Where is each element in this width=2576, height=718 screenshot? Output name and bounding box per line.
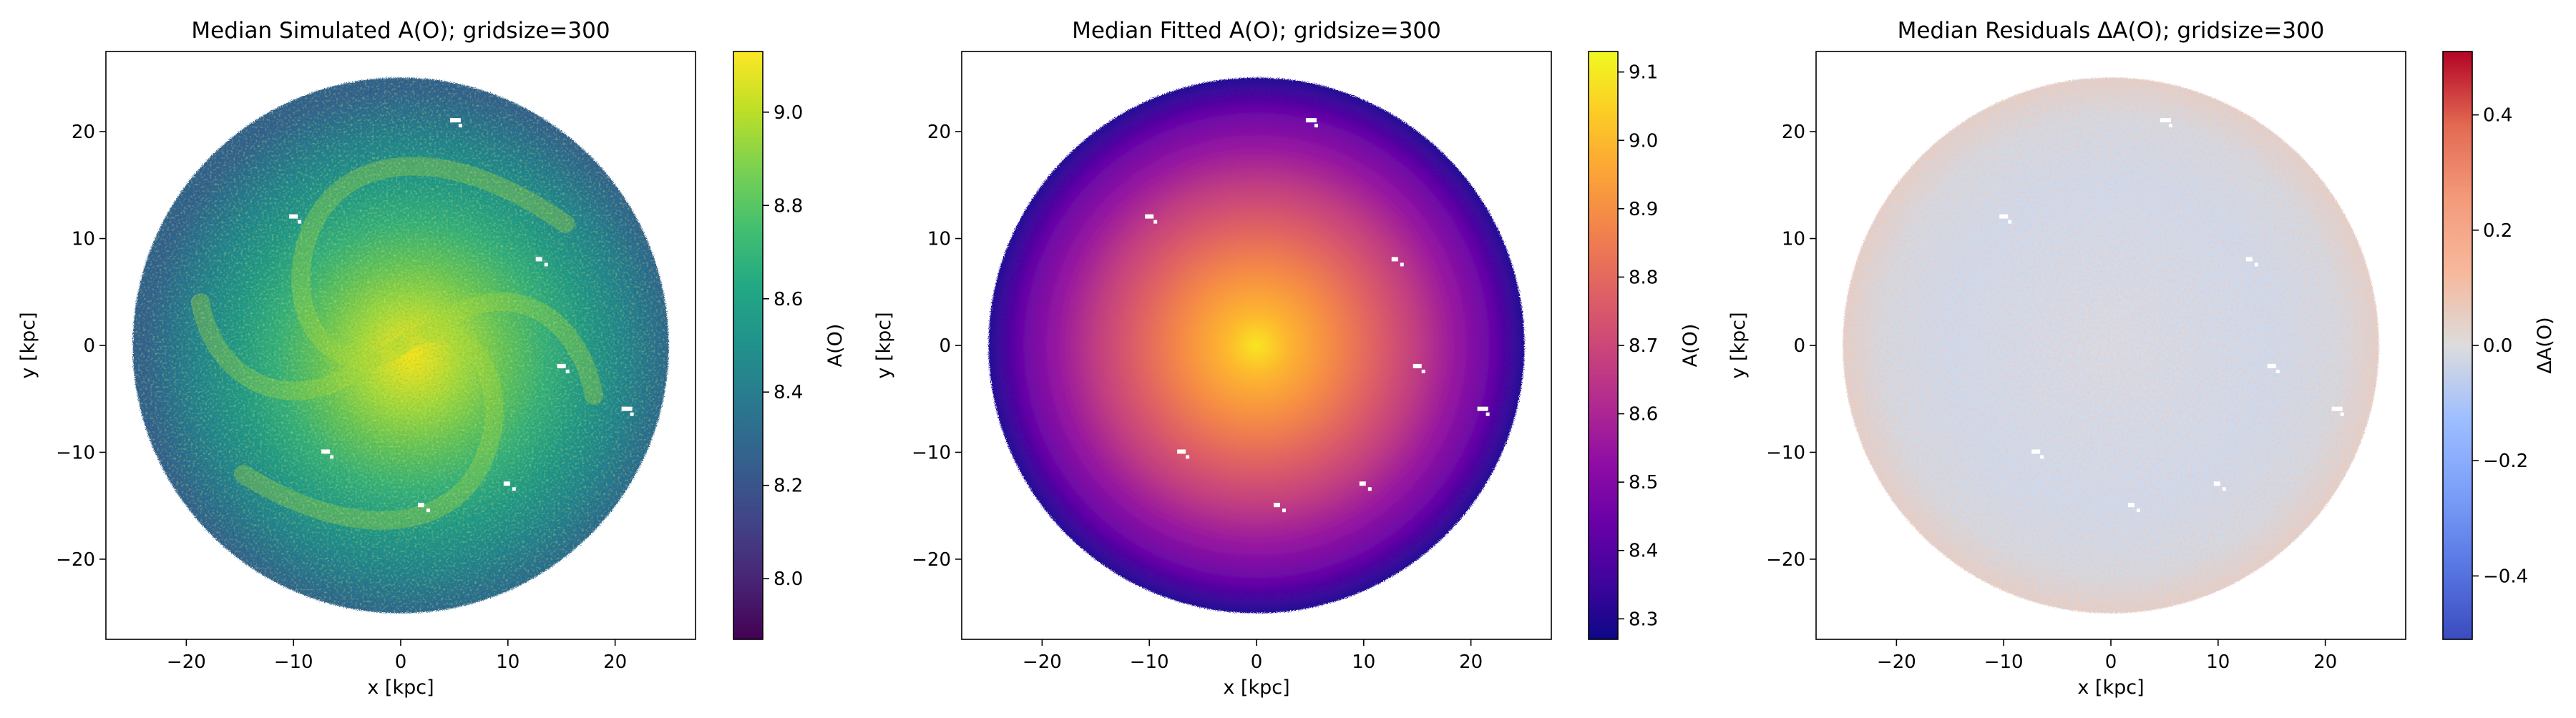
panel-3: −20 −10 0 10 20 −20 −10 0 10 20 Median Residuals Δ… (1727, 18, 2556, 699)
colorbar-tick-label: 8.6 (1629, 404, 1658, 426)
colorbar: −0.4 −0.2 0.0 0.2 0.4 ΔA(O) (2442, 51, 2556, 640)
colorbar-gradient (2442, 51, 2473, 640)
colorbar-tick-label: 8.4 (1629, 541, 1658, 562)
empty-bins (1999, 118, 2344, 513)
colorbar-tick-label: 8.9 (1629, 199, 1658, 220)
colorbar-tick-label: 8.8 (1629, 267, 1658, 288)
x-tick-label: 0 (1251, 651, 1263, 673)
y-axis-label: y [kpc] (873, 312, 895, 378)
colorbar-tick-label: 8.4 (774, 382, 803, 403)
x-tick-label: 0 (2105, 651, 2117, 673)
colorbar-tick-label: −0.2 (2483, 451, 2528, 472)
panel-2: −20 −10 0 10 20 −20 −10 0 10 20 Median Fitted A(O)… (873, 18, 1702, 699)
y-axis-label: y [kpc] (1727, 312, 1750, 378)
empty-bins (1145, 118, 1490, 513)
heatmap-disk (132, 77, 669, 614)
x-tick-label: −20 (1023, 651, 1062, 673)
colorbar-tick-label: 0.4 (2483, 105, 2512, 127)
colorbar-tick-label: 0.0 (2483, 335, 2512, 357)
spiral-structure (132, 77, 669, 614)
x-axis-label: x [kpc] (367, 677, 434, 699)
y-tick-label: 10 (927, 229, 951, 250)
y-tick-label: −20 (56, 549, 95, 571)
x-tick-label: 20 (2313, 651, 2337, 673)
colorbar-gradient (1588, 51, 1619, 640)
colorbar-tick-label: 9.1 (1629, 62, 1658, 84)
x-tick-label: 20 (603, 651, 627, 673)
heatmap-fill (988, 77, 1525, 614)
colorbar: 8.3 8.4 8.5 8.6 8.7 8.8 8.9 9.0 9.1 A(O) (1588, 51, 1702, 640)
x-tick-label: −10 (274, 651, 313, 673)
colorbar-tick-label: 8.5 (1629, 472, 1658, 493)
colorbar: 8.0 8.2 8.4 8.6 8.8 9.0 A(O) (733, 51, 847, 640)
y-tick-label: 10 (72, 229, 95, 250)
colorbar-gradient (733, 51, 763, 640)
colorbar-tick-label: −0.4 (2483, 566, 2528, 587)
colorbar-tick-label: 8.7 (1629, 335, 1658, 357)
colorbar-label: A(O) (1679, 324, 1702, 368)
x-axis-label: x [kpc] (2077, 677, 2144, 699)
y-tick-label: −20 (912, 549, 951, 571)
y-tick-label: 0 (939, 335, 951, 357)
y-axis-label: y [kpc] (17, 312, 39, 378)
residual-texture (1843, 77, 2379, 614)
y-tick-label: −20 (1766, 549, 1805, 571)
y-tick-label: −10 (56, 442, 95, 463)
x-tick-label: 10 (2206, 651, 2230, 673)
colorbar-label: ΔA(O) (2534, 317, 2556, 373)
heatmap-disk (1843, 77, 2379, 614)
colorbar-tick-label: 9.0 (774, 102, 803, 124)
colorbar-tick-label: 8.3 (1629, 609, 1658, 630)
y-tick-label: 20 (1782, 122, 1805, 143)
y-tick-label: 20 (927, 122, 951, 143)
x-tick-label: 10 (1352, 651, 1375, 673)
y-tick-label: 0 (83, 335, 95, 357)
colorbar-tick-label: 0.2 (2483, 220, 2512, 242)
y-tick-label: 20 (72, 122, 95, 143)
x-tick-label: −10 (1984, 651, 2024, 673)
panel-title: Median Residuals ΔA(O); gridsize=300 (1898, 18, 2325, 44)
x-tick-label: −20 (1877, 651, 1916, 673)
x-axis-label: x [kpc] (1223, 677, 1289, 699)
y-tick-label: −10 (1766, 442, 1805, 463)
y-tick-label: 10 (1782, 229, 1805, 250)
x-tick-label: −20 (167, 651, 206, 673)
panel-title: Median Fitted A(O); gridsize=300 (1072, 18, 1441, 44)
x-tick-label: 0 (395, 651, 407, 673)
colorbar-tick-label: 8.8 (774, 195, 803, 217)
panel-title: Median Simulated A(O); gridsize=300 (191, 18, 610, 44)
panels-layer: −20 −10 0 10 20 −20 −10 0 10 20 Median Simulated A… (17, 18, 2556, 699)
x-tick-label: 20 (1459, 651, 1483, 673)
panel-1: −20 −10 0 10 20 −20 −10 0 10 20 Median Simulated A… (17, 18, 847, 699)
empty-bins (289, 118, 634, 513)
colorbar-tick-label: 9.0 (1629, 130, 1658, 152)
y-tick-label: −10 (912, 442, 951, 463)
colorbar-label: A(O) (824, 324, 847, 368)
y-tick-label: 0 (1793, 335, 1805, 357)
x-tick-label: −10 (1130, 651, 1169, 673)
colorbar-tick-label: 8.2 (774, 476, 803, 497)
x-tick-label: 10 (496, 651, 519, 673)
colorbar-tick-label: 8.0 (774, 569, 803, 590)
heatmap-disk (988, 77, 1525, 614)
colorbar-tick-label: 8.6 (774, 289, 803, 310)
